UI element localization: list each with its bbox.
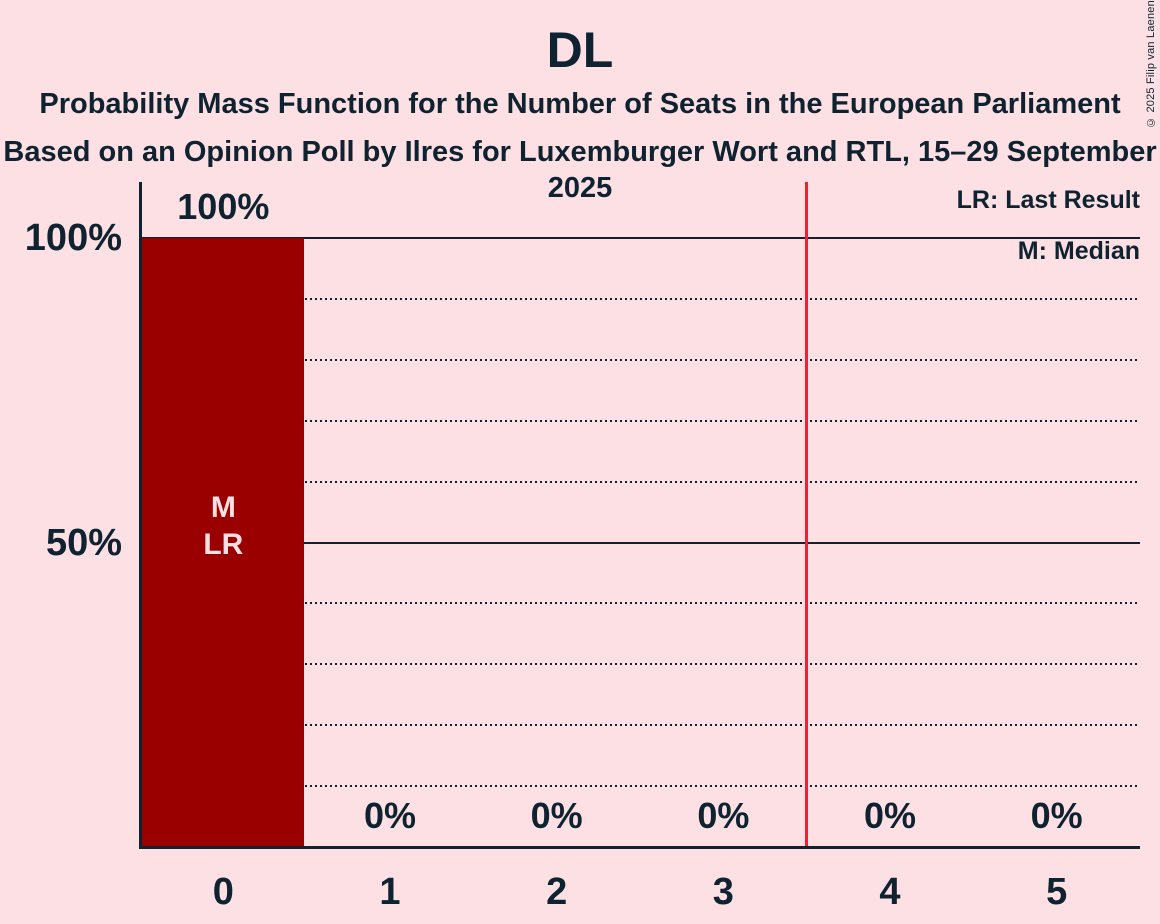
bar-seats-0 [142,238,304,847]
bar-value-label-2: 0% [530,795,583,836]
gridline-dotted-20pct [140,724,1140,727]
bar-annotation-line: LR [203,528,244,561]
bar-value-label-0: 100% [177,186,270,227]
gridline-dotted-40pct [140,602,1140,605]
red-threshold-line [805,182,809,848]
gridline-dotted-10pct [140,785,1140,788]
gridline-dotted-70pct [140,419,1140,422]
y-axis-line [138,182,142,849]
copyright-notice: © 2025 Filip van Laenen [1145,0,1157,128]
gridline-dotted-60pct [140,480,1140,483]
bar-value-label-1: 0% [363,795,417,836]
bar-value-label-4: 0% [863,795,917,836]
gridline-dotted-30pct [140,663,1140,666]
gridline-dotted-90pct [140,297,1140,300]
y-axis-tick-label: 100% [24,217,122,259]
bar-annotation-line: M [210,491,236,524]
bar-value-label-5: 0% [1030,795,1083,836]
chart-subtitle: Probability Mass Function for the Number… [39,88,1121,120]
x-axis-category-label-0: 0 [212,871,234,913]
gridline-solid-100pct [140,237,1140,239]
x-axis-line [138,845,1140,849]
x-axis-category-label-5: 5 [1046,871,1068,913]
bar-annotation-median-lastresult: M LR [153,489,293,563]
y-axis-tick-label: 50% [45,521,122,564]
bar-value-label-3: 0% [697,795,750,836]
x-axis-category-label-4: 4 [879,871,901,913]
x-axis-category-label-1: 1 [379,871,401,913]
gridline-solid-50pct [140,541,1140,544]
x-axis-category-label-3: 3 [712,871,734,913]
legend-median: M: Median [1017,237,1140,265]
x-axis-category-label-2: 2 [546,871,568,913]
legend-last-result: LR: Last Result [956,186,1140,214]
chart-source-line: Based on an Opinion Poll by Ilres for Lu… [3,136,1157,204]
chart-title: DL [546,22,614,78]
gridline-dotted-80pct [140,358,1140,361]
